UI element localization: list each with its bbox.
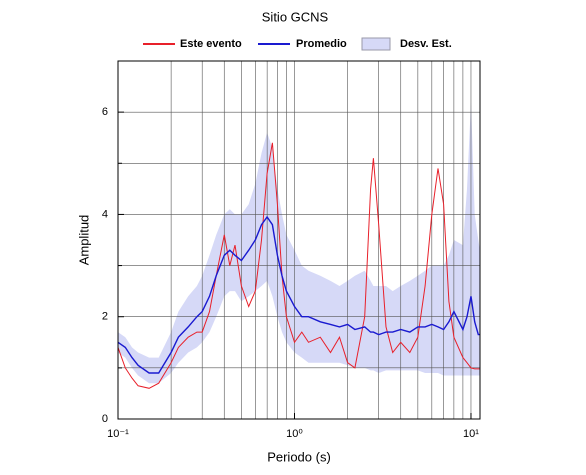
y-tick-label: 6 [102, 106, 108, 118]
legend-swatch [361, 37, 391, 51]
y-tick-label: 4 [102, 208, 108, 220]
x-tick-label: 10¹ [463, 428, 479, 440]
series-line [117, 142, 480, 389]
x-axis-label: Periodo (s) [267, 449, 331, 464]
std-band [118, 101, 480, 384]
y-tick-label: 0 [102, 413, 108, 425]
chart-title: Sitio GCNS [262, 9, 329, 24]
x-tick-label: 10⁻¹ [107, 428, 129, 440]
y-tick-label: 2 [102, 311, 108, 323]
legend-label: Este evento [180, 38, 242, 50]
plot-frame [117, 60, 481, 420]
series-line [117, 215, 480, 374]
legend-label: Desv. Est. [400, 38, 452, 50]
y-axis-label: Amplitud [76, 215, 91, 266]
x-tick-label: 10⁰ [286, 428, 303, 440]
legend-label: Promedio [296, 38, 347, 50]
